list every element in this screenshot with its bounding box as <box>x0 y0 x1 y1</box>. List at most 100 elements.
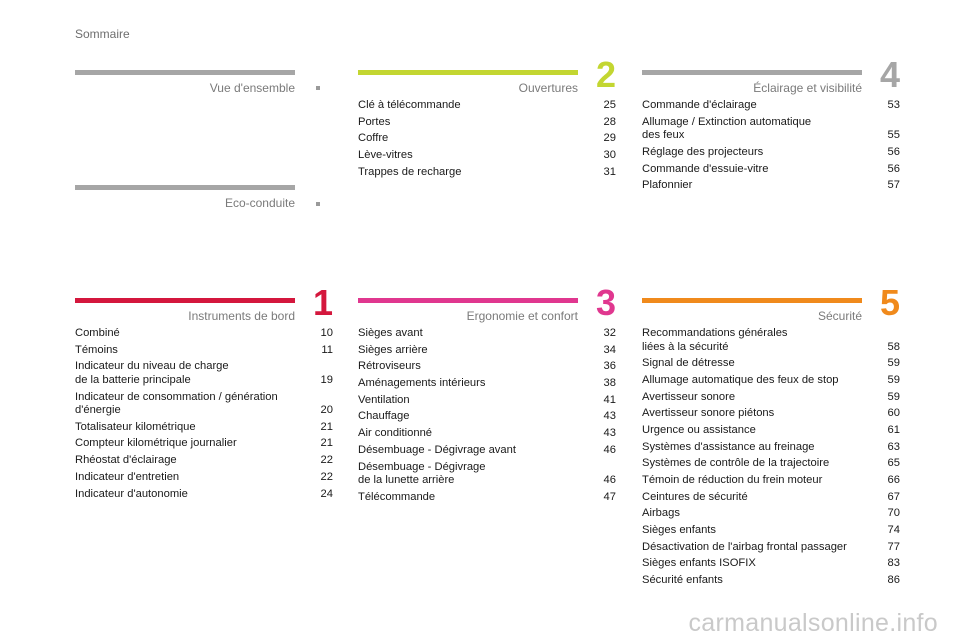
toc-entry[interactable]: Sécurité enfants 86 <box>642 574 900 588</box>
toc-entry[interactable]: Chauffage 43 <box>358 410 616 424</box>
section-ergonomie: Ergonomie et confort 3 Sièges avant 32 Siè… <box>358 283 616 507</box>
toc-entry[interactable]: Portes 28 <box>358 116 616 130</box>
toc-entry-label: Systèmes de contrôle de la trajectoire <box>642 457 830 470</box>
toc-entry-page: 59 <box>887 357 900 370</box>
toc-entry[interactable]: Allumage automatique des feux de stop 59 <box>642 374 900 388</box>
section-title[interactable]: Ergonomie et confort <box>466 309 578 323</box>
toc-entry[interactable]: Indicateur d'entretien 22 <box>75 471 333 485</box>
toc-entry[interactable]: Systèmes d'assistance au freinage 63 <box>642 441 900 455</box>
toc-entry[interactable]: Sièges avant 32 <box>358 327 616 341</box>
section-title[interactable]: Vue d'ensemble <box>209 81 295 95</box>
watermark: carmanualsonline.info <box>688 609 938 637</box>
toc-entry-page: 29 <box>603 132 616 145</box>
toc-entry-page: 11 <box>321 343 333 356</box>
toc-entry[interactable]: Aménagements intérieurs 38 <box>358 377 616 391</box>
toc-entry[interactable]: Signal de détresse 59 <box>642 357 900 371</box>
toc-entry-label: Ventilation <box>358 393 410 406</box>
toc-entry[interactable]: Commande d'éclairage 53 <box>642 99 900 113</box>
toc-entry[interactable]: Allumage / Extinction automatique des fe… <box>642 116 900 143</box>
section-title[interactable]: Éclairage et visibilité <box>753 81 862 95</box>
toc-entry-label: Air conditionné <box>358 427 433 440</box>
toc-entry[interactable]: Indicateur d'autonomie 24 <box>75 488 333 502</box>
toc-entry-label: Sièges arrière <box>358 343 428 356</box>
toc-entry[interactable]: Totalisateur kilométrique 21 <box>75 421 333 435</box>
toc-entry[interactable]: Indicateur de consommation / génération … <box>75 391 333 418</box>
toc-entry-label: Sièges avant <box>358 327 423 339</box>
toc-entry-page: 20 <box>320 404 333 417</box>
toc-entry-page: 56 <box>887 145 900 158</box>
toc-entry[interactable]: Sièges arrière 34 <box>358 344 616 358</box>
section-color-bar <box>358 298 578 303</box>
toc-entry[interactable]: Témoin de réduction du frein moteur 66 <box>642 474 900 488</box>
toc-entry[interactable]: Désembuage - Dégivrage de la lunette arr… <box>358 461 616 488</box>
toc-entry[interactable]: Rhéostat d'éclairage 22 <box>75 454 333 468</box>
toc-entry-page: 30 <box>603 149 616 162</box>
section-ouvertures: Ouvertures 2 Clé à télécommande 25 Portes 2… <box>358 55 616 182</box>
toc-entry[interactable]: Témoins 11 <box>75 344 333 358</box>
toc-entry[interactable]: Ventilation 41 <box>358 394 616 408</box>
toc-entry[interactable]: Indicateur du niveau de charge de la bat… <box>75 360 333 387</box>
toc-entry-label: Systèmes d'assistance au freinage <box>642 440 815 453</box>
toc-entry-label: Sécurité enfants <box>642 574 723 587</box>
section-title[interactable]: Eco-conduite <box>224 196 295 210</box>
toc-entry-label: Trappes de recharge <box>358 165 462 178</box>
bullet-dot <box>316 86 320 90</box>
toc-entry-label: Indicateur d'entretien <box>75 470 180 483</box>
toc-entry[interactable]: Avertisseur sonore piétons 60 <box>642 407 900 421</box>
toc-entry-page: 58 <box>887 340 900 353</box>
toc-entry[interactable]: Systèmes de contrôle de la trajectoire 65 <box>642 457 900 471</box>
toc-entry[interactable]: Combiné 10 <box>75 327 333 341</box>
section-number: 3 <box>595 282 616 323</box>
entry-list: Recommandations générales liées à la séc… <box>642 327 900 588</box>
toc-entry-label: Clé à télécommande <box>358 99 461 111</box>
toc-entry-page: 63 <box>887 440 900 453</box>
toc-entry[interactable]: Commande d'essuie-vitre 56 <box>642 163 900 177</box>
toc-entry-page: 22 <box>320 454 333 467</box>
toc-entry-label: Indicateur de consommation / génération … <box>75 390 278 417</box>
toc-entry-label: Portes <box>358 115 391 128</box>
toc-entry[interactable]: Plafonnier 57 <box>642 179 900 193</box>
toc-entry[interactable]: Ceintures de sécurité 67 <box>642 491 900 505</box>
toc-entry-page: 25 <box>603 99 616 111</box>
toc-entry-page: 59 <box>887 373 900 386</box>
section-number: 2 <box>595 54 616 95</box>
toc-entry[interactable]: Sièges enfants ISOFIX 83 <box>642 557 900 571</box>
toc-entry-page: 83 <box>887 557 900 570</box>
toc-entry[interactable]: Lève-vitres 30 <box>358 149 616 163</box>
toc-entry[interactable]: Coffre 29 <box>358 132 616 146</box>
toc-entry[interactable]: Trappes de recharge 31 <box>358 166 616 180</box>
toc-entry[interactable]: Désactivation de l'airbag frontal passag… <box>642 541 900 555</box>
toc-entry-page: 70 <box>887 507 900 520</box>
section-title[interactable]: Ouvertures <box>518 81 578 95</box>
toc-entry[interactable]: Clé à télécommande 25 <box>358 99 616 113</box>
section-number: 4 <box>879 54 900 95</box>
toc-entry-page: 41 <box>603 393 616 406</box>
toc-entry[interactable]: Air conditionné 43 <box>358 427 616 441</box>
toc-entry-label: Avertisseur sonore piétons <box>642 407 775 420</box>
toc-entry-page: 57 <box>887 179 900 192</box>
section-title[interactable]: Sécurité <box>817 309 862 323</box>
toc-entry-page: 55 <box>887 129 900 142</box>
toc-entry[interactable]: Télécommande 47 <box>358 491 616 505</box>
toc-entry-page: 66 <box>887 474 900 486</box>
toc-entry[interactable]: Avertisseur sonore 59 <box>642 391 900 405</box>
toc-entry-page: 59 <box>887 390 900 403</box>
toc-entry-label: Urgence ou assistance <box>642 423 756 436</box>
toc-entry[interactable]: Urgence ou assistance 61 <box>642 424 900 438</box>
toc-entry[interactable]: Airbags 70 <box>642 507 900 521</box>
toc-entry-label: Sièges enfants <box>642 524 717 537</box>
section-vue: Vue d'ensemble <box>75 70 333 101</box>
toc-entry-label: Désembuage - Dégivrage avant <box>358 443 516 456</box>
toc-entry[interactable]: Sièges enfants 74 <box>642 524 900 538</box>
section-securite: Sécurité 5 Recommandations générales lié… <box>642 283 900 591</box>
toc-entry[interactable]: Compteur kilométrique journalier 21 <box>75 437 333 451</box>
entry-list: Combiné 10 Témoins 11 Indicateur du niveau d… <box>75 327 333 501</box>
toc-entry[interactable]: Recommandations générales liées à la séc… <box>642 327 900 354</box>
toc-entry-page: 32 <box>603 327 616 339</box>
toc-entry-label: Sièges enfants ISOFIX <box>642 557 756 570</box>
toc-entry[interactable]: Réglage des projecteurs 56 <box>642 146 900 160</box>
toc-entry[interactable]: Désembuage - Dégivrage avant 46 <box>358 444 616 458</box>
toc-entry[interactable]: Rétroviseurs 36 <box>358 360 616 374</box>
toc-entry-page: 19 <box>320 373 333 386</box>
section-title[interactable]: Instruments de bord <box>188 309 295 323</box>
